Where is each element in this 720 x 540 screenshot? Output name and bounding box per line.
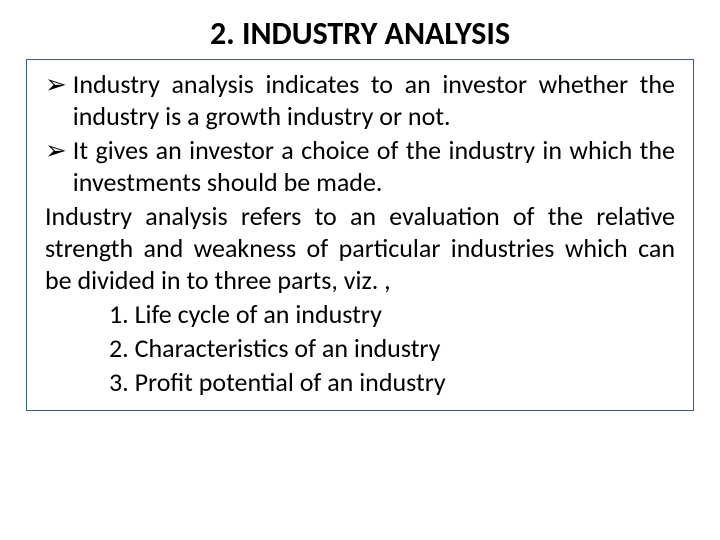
- slide-title: 2. INDUSTRY ANALYSIS: [0, 0, 720, 59]
- chevron-bullet-icon: ➢: [45, 134, 67, 166]
- bullet-item: ➢ It gives an investor a choice of the i…: [45, 134, 675, 198]
- paragraph: Industry analysis refers to an evaluatio…: [45, 200, 675, 296]
- bullet-text: Industry analysis indicates to an invest…: [73, 68, 675, 132]
- numbered-item: 1. Life cycle of an industry: [45, 298, 675, 330]
- slide: 2. INDUSTRY ANALYSIS ➢ Industry analysis…: [0, 0, 720, 540]
- numbered-item: 3. Profit potential of an industry: [45, 366, 675, 398]
- bullet-item: ➢ Industry analysis indicates to an inve…: [45, 68, 675, 132]
- chevron-bullet-icon: ➢: [45, 68, 67, 100]
- bullet-text: It gives an investor a choice of the ind…: [73, 134, 675, 198]
- content-box: ➢ Industry analysis indicates to an inve…: [26, 59, 694, 411]
- numbered-item: 2. Characteristics of an industry: [45, 332, 675, 364]
